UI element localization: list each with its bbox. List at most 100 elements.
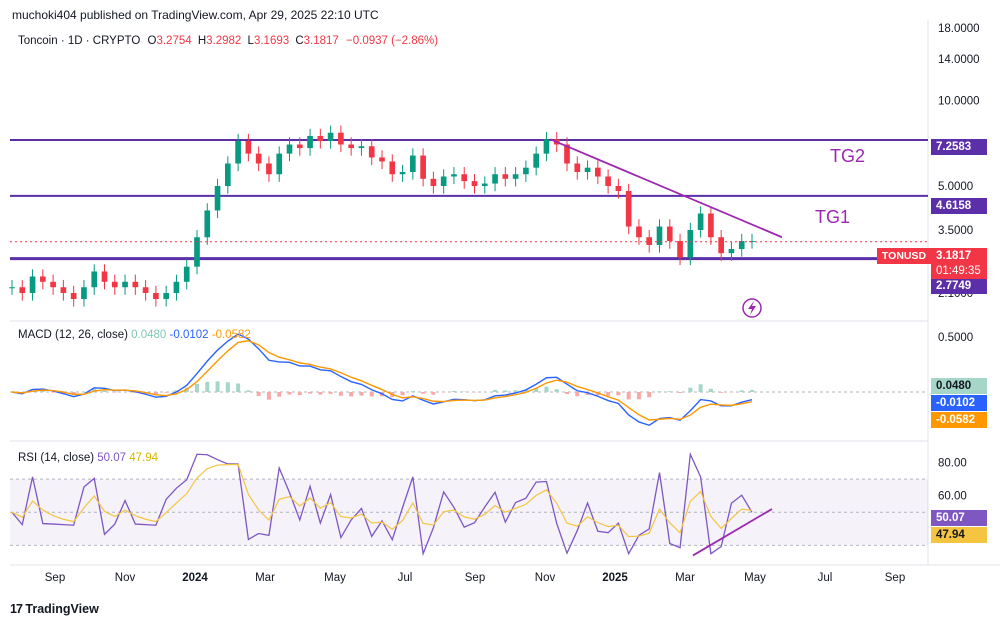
candle-body (183, 266, 190, 282)
candle-body (70, 292, 77, 300)
candle-body (677, 241, 683, 258)
macd-histogram-bar (523, 389, 528, 392)
macd-histogram-bar (544, 386, 549, 392)
candle-body (646, 237, 653, 245)
candle-body (91, 271, 98, 288)
candle-body (738, 241, 745, 249)
macd-histogram-bar (297, 392, 302, 396)
macd-hist-badge: 0.0480 (931, 378, 987, 394)
candle-body (358, 146, 365, 149)
macd-histogram-bar (595, 392, 600, 396)
open-label: O (147, 35, 157, 47)
macd-histogram-bar (195, 383, 199, 392)
macd-histogram-bar (750, 389, 754, 392)
candle-body (153, 292, 159, 300)
macd-signal-value: -0.0582 (211, 329, 251, 341)
macd-histogram-bar (287, 392, 292, 395)
macd-histogram-bar (451, 390, 456, 392)
target-label-tg1: TG1 (815, 207, 850, 227)
level-badge-tg2: 7.2583 (931, 139, 987, 155)
candle-body (461, 174, 468, 182)
time-tick-label: Sep (45, 572, 65, 584)
candle-body (368, 146, 375, 158)
macd-signal-line (11, 340, 753, 421)
macd-line-value: -0.0102 (169, 329, 209, 341)
tradingview-logo[interactable]: 17 TradingView (10, 602, 99, 616)
candle-body (50, 281, 56, 288)
macd-histogram-bar (318, 392, 323, 395)
macd-histogram-bar (719, 392, 724, 393)
macd-histogram-bar (554, 389, 559, 392)
low-label: L (247, 35, 254, 47)
macd-histogram-bar (678, 392, 683, 393)
candle-body (142, 287, 149, 293)
candle-body (327, 132, 334, 142)
macd-histogram-bar (153, 392, 158, 395)
macd-histogram-bar (256, 392, 261, 397)
candle-body (564, 144, 570, 164)
time-tick-label: Mar (675, 572, 695, 584)
rsi-ma-line (11, 463, 753, 538)
tv-logo-icon: 17 (10, 602, 23, 616)
candle-body (307, 135, 313, 149)
symbol-ohlc-line: Toncoin · 1D · CRYPTO O3.2754 H3.2982 L3… (18, 35, 438, 47)
macd-histogram-bar (359, 392, 364, 396)
rsi-label: RSI (14, close) (18, 452, 95, 464)
rsi-ma-badge: 47.94 (931, 527, 987, 543)
rsi-legend[interactable]: RSI (14, close) 50.07 47.94 (18, 452, 158, 464)
macd-histogram-bar (308, 392, 313, 394)
candle-body (543, 139, 550, 154)
candle-body (348, 144, 354, 149)
rsi-trendline (692, 508, 773, 557)
time-tick-label: Nov (115, 572, 136, 584)
candle-body (512, 174, 519, 179)
time-tick-label: Nov (535, 572, 556, 584)
price-tick-label: 5.0000 (938, 181, 973, 193)
candle-body (697, 213, 704, 230)
macd-histogram-bar (708, 388, 713, 392)
candle-body (636, 226, 642, 238)
candle-body (173, 281, 180, 293)
candle-body (471, 181, 478, 186)
candle-body (440, 176, 447, 186)
candle-body (163, 292, 169, 300)
symbol-name: Toncoin · 1D · CRYPTO (18, 35, 141, 47)
candle-body (708, 213, 714, 238)
rsi-line (11, 451, 753, 557)
macd-histogram-bar (513, 390, 518, 392)
candle-body (502, 174, 509, 179)
macd-histogram-bar (698, 384, 703, 392)
candle-body (481, 183, 488, 186)
macd-histogram-bar (616, 392, 621, 396)
macd-label: MACD (12, 26, close) (18, 329, 128, 341)
candle-body (60, 287, 67, 293)
candle-body (101, 271, 108, 282)
rsi-badge: 50.07 (931, 510, 987, 526)
macd-histogram-bar (349, 392, 354, 397)
candle-body (410, 155, 416, 173)
time-tick-label: May (324, 572, 346, 584)
change-value: −0.0937 (−2.86%) (346, 35, 439, 47)
high-value: 3.2982 (206, 35, 242, 47)
macd-histogram-bar (400, 392, 405, 396)
macd-histogram-bar (585, 392, 590, 396)
macd-histogram-bar (565, 392, 569, 395)
target-label-tg2: TG2 (830, 146, 865, 166)
candle-body (29, 276, 36, 293)
macd-histogram-bar (225, 382, 230, 392)
level-badge-tg1: 4.6158 (931, 198, 987, 214)
rsi-value: 50.07 (97, 452, 127, 464)
candle-body (204, 210, 211, 238)
candle-body (615, 185, 622, 192)
candle-body (245, 141, 252, 154)
level-badge-support: 2.7749 (931, 278, 987, 294)
time-tick-label: 2024 (182, 572, 208, 584)
macd-hist-value: 0.0480 (131, 329, 167, 341)
macd-legend[interactable]: MACD (12, 26, close) 0.0480 -0.0102 -0.0… (18, 329, 251, 341)
macd-histogram-bar (606, 392, 611, 396)
time-tick-label: May (744, 572, 766, 584)
rsi-tick-label: 80.00 (938, 458, 967, 470)
candle-body (296, 144, 303, 149)
candle-body (266, 163, 272, 175)
